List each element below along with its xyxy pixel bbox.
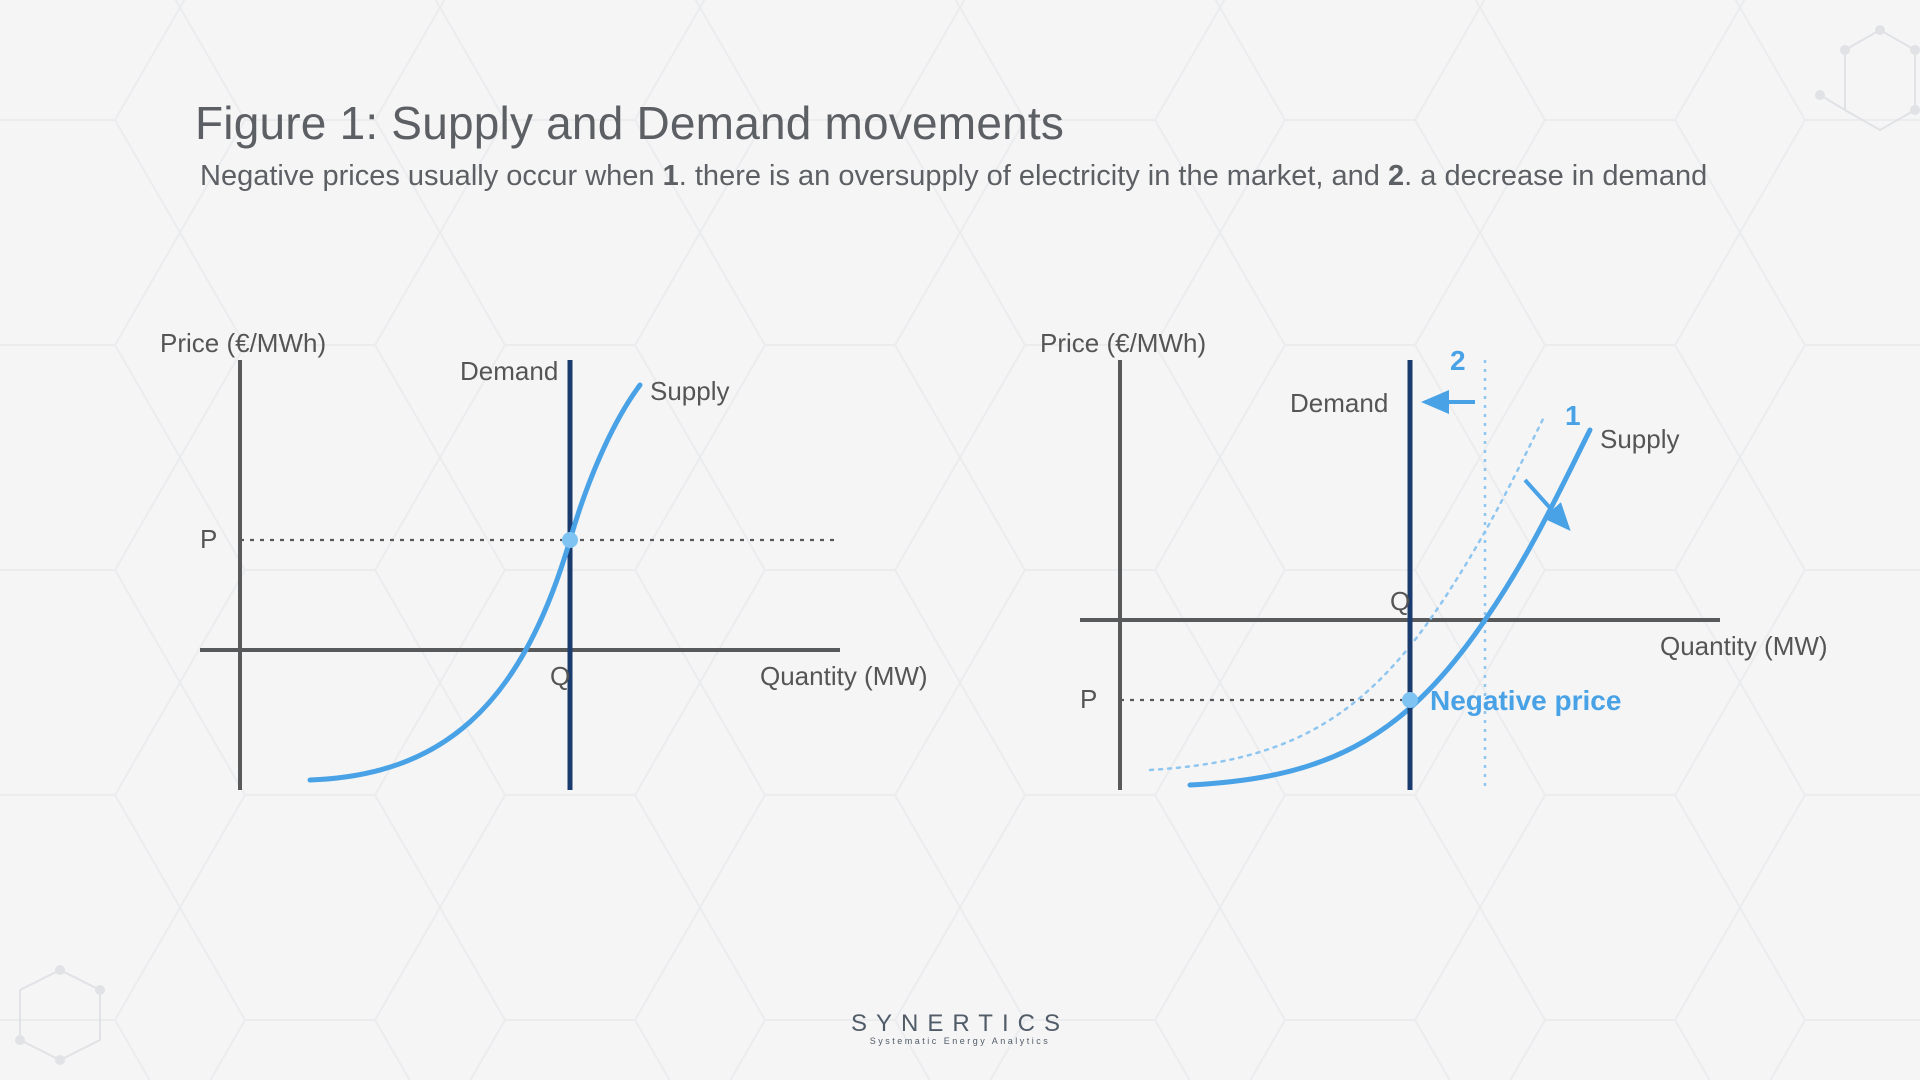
figure-title: Figure 1: Supply and Demand movements bbox=[195, 96, 1064, 150]
figure-subtitle: Negative prices usually occur when 1. th… bbox=[200, 160, 1707, 193]
q-label: Q bbox=[550, 661, 570, 691]
supply-label: Supply bbox=[650, 376, 730, 406]
equilibrium-point bbox=[1402, 692, 1418, 708]
y-axis-label: Price (€/MWh) bbox=[160, 330, 326, 358]
chart-left: Price (€/MWh) Quantity (MW) Demand Suppl… bbox=[140, 330, 940, 850]
demand-label: Demand bbox=[460, 356, 558, 386]
y-axis-label: Price (€/MWh) bbox=[1040, 330, 1206, 358]
subtitle-bold-1: 1 bbox=[663, 160, 679, 192]
brand-logo-main: SYNERTICS bbox=[851, 1010, 1069, 1038]
x-axis-label: Quantity (MW) bbox=[1660, 631, 1828, 661]
p-label: P bbox=[200, 524, 217, 554]
subtitle-text-b: . there is an oversupply of electricity … bbox=[679, 160, 1388, 192]
subtitle-text-c: . a decrease in demand bbox=[1404, 160, 1707, 192]
equilibrium-point bbox=[562, 532, 578, 548]
brand-logo: SYNERTICS Systematic Energy Analytics bbox=[851, 1010, 1069, 1046]
subtitle-text-a: Negative prices usually occur when bbox=[200, 160, 663, 192]
subtitle-bold-2: 2 bbox=[1388, 160, 1404, 192]
shift-2-label: 2 bbox=[1450, 345, 1466, 376]
negative-price-label: Negative price bbox=[1430, 685, 1621, 716]
supply-label: Supply bbox=[1600, 424, 1680, 454]
charts-row: Price (€/MWh) Quantity (MW) Demand Suppl… bbox=[140, 330, 1840, 850]
p-label: P bbox=[1080, 684, 1097, 714]
x-axis-label: Quantity (MW) bbox=[760, 661, 928, 691]
shift-1-label: 1 bbox=[1565, 400, 1581, 431]
q-label: Q bbox=[1390, 586, 1410, 616]
supply-curve bbox=[310, 385, 640, 780]
brand-logo-sub: Systematic Energy Analytics bbox=[851, 1036, 1069, 1046]
demand-label: Demand bbox=[1290, 388, 1388, 418]
chart-right: Price (€/MWh) Quantity (MW) Demand Suppl… bbox=[1020, 330, 1840, 850]
